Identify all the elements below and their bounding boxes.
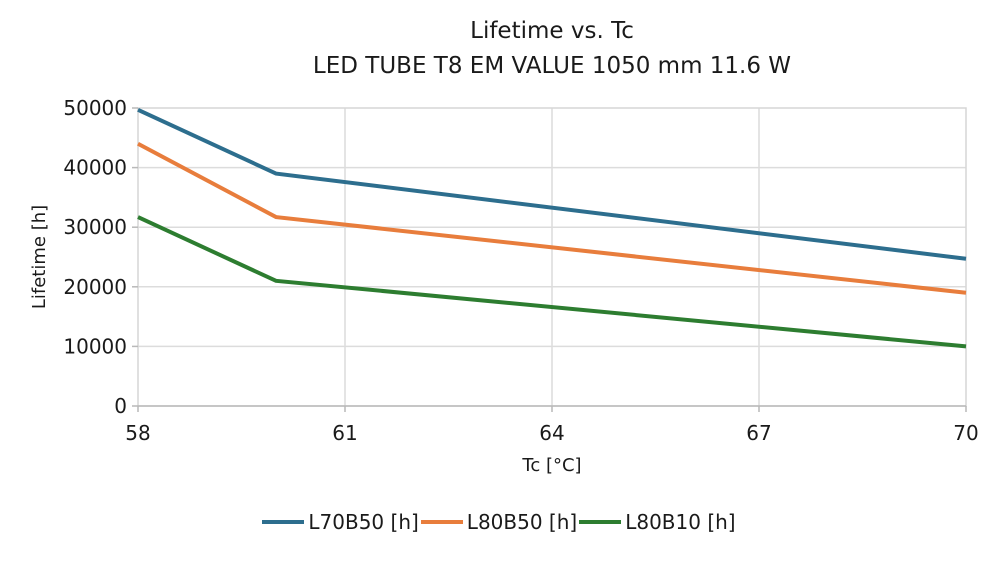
legend-item: L70B50 [h] [262,510,420,534]
series-lines [137,107,967,349]
legend-item: L80B10 [h] [579,510,737,534]
legend-label: L80B10 [h] [625,510,736,534]
tick-labels: 58 61 64 67 70 0 10000 20000 30000 40000 50000 [63,96,978,445]
y-tick-label: 30000 [63,215,127,239]
gridlines [138,108,966,406]
chart-subtitle: LED TUBE T8 EM VALUE 1050 mm 11.6 W [313,53,791,79]
x-tick-label: 67 [746,421,771,445]
x-tick-label: 70 [953,421,978,445]
y-tick-label: 20000 [63,275,127,299]
legend-swatch [579,520,622,524]
x-tick-label: 64 [539,421,564,445]
y-tick-label: 0 [114,394,127,418]
legend-swatch [262,520,305,524]
y-axis-label: Lifetime [h] [29,205,50,309]
legend: L70B50 [h] L80B50 [h] L80B10 [h] [0,510,1000,534]
x-axis-label: Tc [°C] [521,455,581,476]
x-tick-label: 61 [332,421,357,445]
legend-swatch [420,520,463,524]
y-tick-label: 50000 [63,96,127,120]
legend-label: L80B50 [h] [466,510,578,534]
legend-label: L70B50 [h] [308,510,419,534]
x-tick-label: 58 [125,421,150,445]
legend-item: L80B50 [h] [420,510,579,534]
series-line-l80b10 [137,215,967,349]
y-tick-label: 10000 [63,334,127,358]
series-line-l70b50 [137,107,967,261]
chart-title: Lifetime vs. Tc [470,18,634,44]
tick-marks [132,107,967,412]
y-tick-label: 40000 [63,156,127,180]
series-line-l80b50 [137,141,967,295]
